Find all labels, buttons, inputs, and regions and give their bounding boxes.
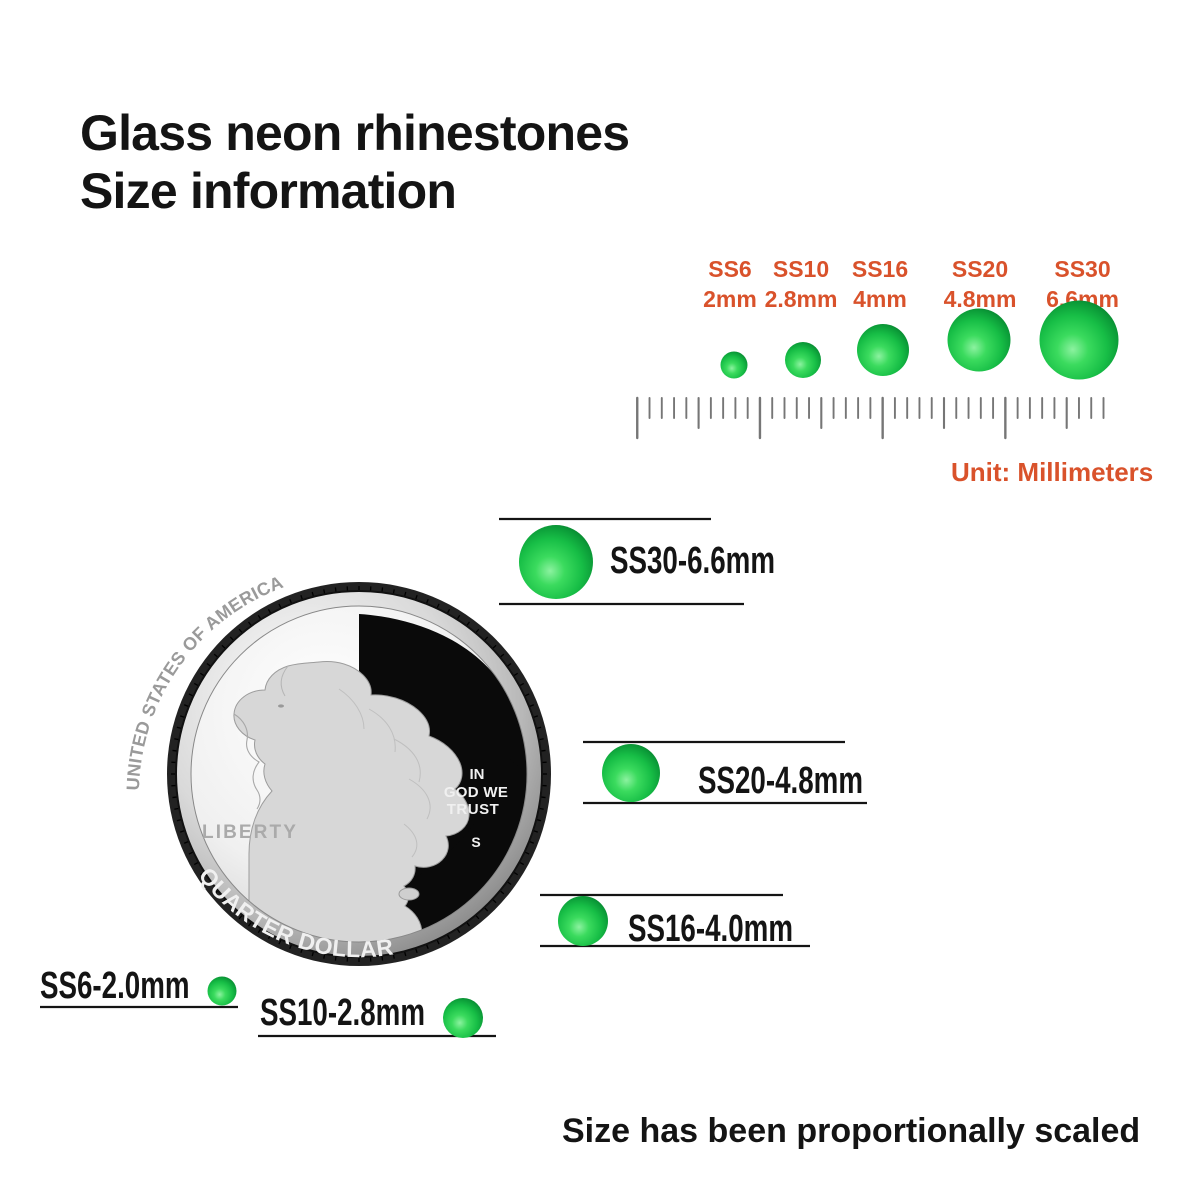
svg-text:GOD WE: GOD WE	[444, 784, 508, 801]
svg-text:IN: IN	[469, 766, 484, 783]
svg-text:LIBERTY: LIBERTY	[202, 822, 298, 843]
svg-text:S: S	[471, 834, 480, 850]
svg-text:TRUST: TRUST	[447, 801, 500, 818]
